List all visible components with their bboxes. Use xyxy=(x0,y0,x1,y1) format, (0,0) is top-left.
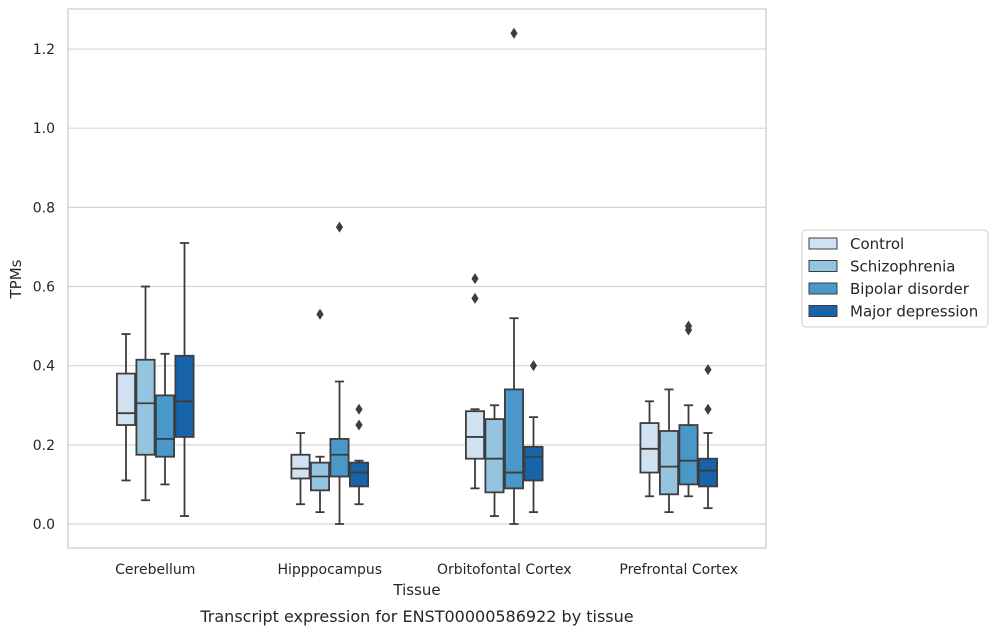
box-control xyxy=(639,400,660,498)
x-axis-label: Tissue xyxy=(392,581,440,599)
box-schizophrenia xyxy=(135,285,156,502)
legend-label: Control xyxy=(850,235,904,253)
outlier-point xyxy=(704,364,712,376)
box-major-depression xyxy=(348,403,369,506)
iqr-box xyxy=(290,453,311,480)
box-bipolar-disorder xyxy=(678,320,699,498)
box-major-depression xyxy=(523,360,544,514)
y-tick-label: 1.2 xyxy=(33,42,55,58)
y-tick-label: 0.4 xyxy=(33,359,55,375)
iqr-box xyxy=(678,424,699,486)
plot-area-frame xyxy=(67,8,767,549)
iqr-box xyxy=(639,422,660,474)
y-tick-label: 0.8 xyxy=(33,200,55,216)
x-tick-label: Orbitofontal Cortex xyxy=(437,562,572,578)
iqr-box xyxy=(135,358,156,456)
iqr-box xyxy=(464,410,485,460)
box-major-depression xyxy=(698,364,719,510)
figure-caption: Transcript expression for ENST0000058692… xyxy=(199,607,633,626)
y-tick-label: 0.0 xyxy=(33,517,55,533)
legend: Control Schizophrenia Bipolar disorder Majo… xyxy=(801,229,989,328)
x-tick-labels: Cerebellum Hipppocampus Orbitofontal Corte… xyxy=(115,562,738,578)
x-tick-label: Cerebellum xyxy=(115,562,195,578)
legend-swatch xyxy=(808,305,838,317)
box-control xyxy=(116,333,137,482)
outlier-point xyxy=(316,308,324,320)
outlier-point xyxy=(355,403,363,415)
y-tick-labels: 0.0 0.2 0.4 0.6 0.8 1.0 1.2 xyxy=(33,42,55,533)
iqr-box xyxy=(484,418,505,494)
legend-swatch xyxy=(808,282,838,295)
x-tick-label: Hipppocampus xyxy=(277,562,382,578)
box-control xyxy=(290,432,311,506)
outlier-point xyxy=(684,320,693,332)
box-schizophrenia xyxy=(659,388,680,514)
y-tick-label: 0.6 xyxy=(33,280,55,296)
y-tick-label: 0.2 xyxy=(33,438,55,454)
legend-label: Major depression xyxy=(850,303,978,321)
outlier-point xyxy=(510,27,518,39)
iqr-box xyxy=(698,457,719,488)
box-bipolar-disorder xyxy=(154,352,175,486)
outlier-point xyxy=(704,403,712,415)
box-schizophrenia xyxy=(309,308,330,514)
outlier-point xyxy=(355,419,363,431)
legend-swatch xyxy=(808,260,838,272)
outlier-point xyxy=(529,360,538,372)
iqr-box xyxy=(154,394,175,458)
legend-swatch xyxy=(808,237,838,250)
box-control xyxy=(464,273,485,490)
box-schizophrenia xyxy=(484,404,505,517)
box-major-depression xyxy=(174,242,195,517)
outlier-point xyxy=(335,221,344,233)
legend-label: Bipolar disorder xyxy=(850,280,970,298)
iqr-box xyxy=(659,430,680,496)
y-tick-label: 1.0 xyxy=(33,121,55,137)
box-bipolar-disorder xyxy=(329,221,350,525)
legend-frame xyxy=(801,229,989,328)
legend-label: Schizophrenia xyxy=(850,258,955,276)
iqr-box xyxy=(523,445,544,482)
outlier-point xyxy=(471,292,479,304)
x-tick-label: Prefrontal Cortex xyxy=(619,562,738,578)
box-series xyxy=(116,27,719,525)
box-bipolar-disorder xyxy=(503,27,524,525)
iqr-box xyxy=(348,461,369,488)
iqr-box xyxy=(174,354,195,438)
iqr-box xyxy=(329,438,350,478)
outlier-point xyxy=(471,273,479,285)
iqr-box xyxy=(116,372,137,426)
iqr-box xyxy=(503,388,524,490)
y-axis-label: TPMs xyxy=(7,259,25,299)
